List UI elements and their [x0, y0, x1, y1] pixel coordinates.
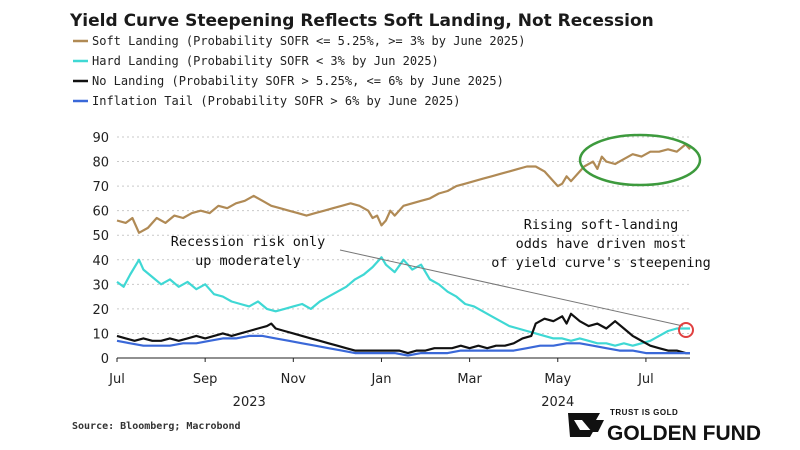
annotation-pointer-line — [339, 249, 684, 327]
series-line-2 — [116, 312, 690, 355]
annotation-right: Rising soft-landing odds have driven mos… — [491, 217, 710, 271]
x-tick-label: May — [544, 372, 571, 387]
y-tick-label: 50 — [92, 229, 109, 244]
series-line-0 — [116, 143, 691, 234]
brand-tagline: TRUST IS GOLD — [610, 408, 678, 417]
annotation-right-line-3: of yield curve's steepening — [491, 255, 710, 271]
annotation-right-line-2: odds have driven most — [516, 236, 687, 252]
x-year-label: 2023 — [233, 395, 266, 410]
legend-label-0: Soft Landing (Probability SOFR <= 5.25%,… — [92, 34, 525, 48]
y-tick-label: 60 — [92, 205, 109, 220]
y-tick-label: 20 — [92, 303, 109, 318]
x-tick-label: Jan — [370, 372, 391, 387]
series-line-3 — [116, 334, 690, 357]
annotation-left-line-1: Recession risk only — [171, 234, 325, 250]
series-lines — [116, 143, 691, 357]
x-axis-ticks: Jul Sep Nov Jan Mar May Jul 2023 2024 — [108, 358, 654, 410]
annotation-right-line-1: Rising soft-landing — [524, 217, 678, 233]
y-tick-label: 0 — [101, 352, 109, 367]
highlight-ellipse — [578, 133, 702, 187]
brand-name: GOLDEN FUND — [607, 422, 761, 445]
legend-label-1: Hard Landing (Probability SOFR < 3% by J… — [92, 54, 439, 68]
source-note: Source: Bloomberg; Macrobond — [72, 421, 241, 432]
annotation-left: Recession risk only up moderately — [171, 234, 325, 269]
x-tick-label: Jul — [637, 372, 654, 387]
brand-logo: TRUST IS GOLD GOLDEN FUND — [568, 408, 761, 445]
y-tick-label: 80 — [92, 156, 109, 171]
x-tick-label: Mar — [457, 372, 482, 387]
x-tick-label: Sep — [193, 372, 218, 387]
legend-label-2: No Landing (Probability SOFR > 5.25%, <=… — [92, 74, 504, 88]
legend: Soft Landing (Probability SOFR <= 5.25%,… — [73, 34, 525, 108]
golden-fund-logo-icon — [568, 413, 604, 437]
x-tick-label: Jul — [108, 372, 125, 387]
legend-label-3: Inflation Tail (Probability SOFR > 6% by… — [92, 94, 460, 108]
hard-landing-marker — [678, 322, 694, 338]
y-axis-ticks: 0 10 20 30 40 50 60 70 80 90 — [92, 131, 109, 367]
y-tick-label: 10 — [92, 327, 109, 342]
y-tick-label: 40 — [92, 254, 109, 269]
y-tick-label: 30 — [92, 278, 109, 293]
x-tick-label: Nov — [281, 372, 307, 387]
y-tick-label: 70 — [92, 180, 109, 195]
chart-title: Yield Curve Steepening Reflects Soft Lan… — [69, 11, 654, 31]
annotation-left-line-2: up moderately — [195, 253, 301, 269]
y-tick-label: 90 — [92, 131, 109, 146]
x-year-label: 2024 — [541, 395, 574, 410]
series-line-1 — [116, 256, 690, 347]
